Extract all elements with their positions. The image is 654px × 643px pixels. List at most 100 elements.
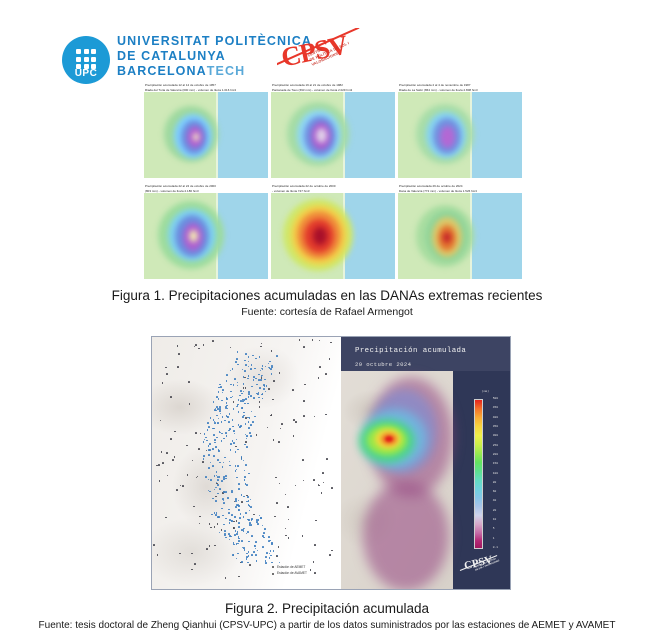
station-dot-avamet <box>202 441 205 443</box>
station-dot-avamet <box>247 393 250 395</box>
station-dot-avamet <box>263 532 265 534</box>
station-dot-avamet <box>240 390 242 393</box>
station-dot-aemet <box>249 564 251 566</box>
figure-2-source: Fuente: tesis doctoral de Zheng Qianhui … <box>38 620 616 631</box>
colorbar-tick: 350 <box>492 424 498 428</box>
colorbar-tick: 300 <box>492 434 498 438</box>
station-dot-avamet <box>269 539 271 542</box>
station-dot-avamet <box>228 512 231 514</box>
station-dot-avamet <box>248 417 251 420</box>
station-dot-aemet <box>205 449 208 452</box>
station-dot-avamet <box>245 437 248 440</box>
station-dot-avamet <box>241 540 243 542</box>
station-dot-avamet <box>261 374 264 377</box>
station-dot-avamet <box>232 429 235 432</box>
station-dot-aemet <box>302 459 304 461</box>
station-dot-avamet <box>218 476 221 479</box>
station-dot-avamet <box>237 522 240 524</box>
station-dot-avamet <box>218 531 221 534</box>
station-dot-aemet <box>166 474 169 477</box>
station-dot-avamet <box>236 533 238 535</box>
station-dot-aemet <box>270 414 272 417</box>
station-dot-aemet <box>287 518 290 521</box>
station-dot-avamet <box>233 516 236 518</box>
station-dot-avamet <box>236 405 239 407</box>
station-dot-aemet <box>253 513 255 516</box>
station-dot-avamet <box>223 491 225 493</box>
station-dot-aemet <box>276 502 278 504</box>
station-dot-avamet <box>213 475 216 477</box>
station-dot-avamet <box>243 370 246 372</box>
station-dot-avamet <box>229 396 232 399</box>
station-dot-avamet <box>215 512 218 514</box>
station-dot-avamet <box>210 479 212 481</box>
station-dot-avamet <box>248 524 251 526</box>
station-dot-avamet <box>243 546 245 549</box>
figure-2-map-date: 29 octubre 2024 <box>355 361 412 368</box>
figure-2-legend: Estación de AEMET Estación de AVAMET <box>272 564 307 577</box>
station-dot-avamet <box>241 392 243 395</box>
station-dot-aemet <box>197 347 200 350</box>
upc-line-2: DE CATALUNYA <box>117 48 226 63</box>
station-dot-avamet <box>224 419 226 422</box>
station-dot-avamet <box>242 383 245 386</box>
station-dot-avamet <box>258 378 260 381</box>
station-dot-avamet <box>237 542 239 545</box>
colorbar-unit-label: (mm) <box>481 390 489 393</box>
station-dot-avamet <box>217 448 220 451</box>
station-dot-aemet <box>188 381 190 383</box>
station-dot-aemet <box>188 403 191 406</box>
upc-line-3-b: TECH <box>206 63 246 78</box>
station-dot-avamet <box>272 550 275 553</box>
station-dot-avamet <box>227 508 230 511</box>
station-dot-avamet <box>243 495 246 498</box>
station-dot-avamet <box>226 374 228 376</box>
station-dot-avamet <box>236 465 239 467</box>
station-dot-avamet <box>215 445 217 448</box>
station-dot-avamet <box>259 517 262 519</box>
station-dot-avamet <box>265 556 267 558</box>
station-dot-avamet <box>207 445 210 447</box>
station-dot-aemet <box>302 479 305 482</box>
station-dot-aemet <box>199 515 201 518</box>
station-dot-avamet <box>247 531 249 533</box>
station-dot-aemet <box>292 435 295 437</box>
station-dot-aemet <box>195 476 198 479</box>
station-dot-aemet <box>224 577 227 579</box>
station-dot-avamet <box>232 543 235 546</box>
station-dot-avamet <box>261 397 264 400</box>
station-dot-aemet <box>158 464 160 466</box>
figure-2: Estación de AEMET Estación de AVAMET <box>151 336 511 590</box>
station-dot-aemet <box>235 445 237 448</box>
station-dot-avamet <box>214 486 217 489</box>
station-dot-aemet <box>303 415 305 417</box>
station-dot-avamet <box>256 519 258 521</box>
figure-2-map-title: Precipitación acumulada <box>355 347 467 355</box>
station-dot-avamet <box>228 538 231 541</box>
station-dot-aemet <box>215 495 217 498</box>
station-dot-avamet <box>255 560 258 562</box>
station-dot-avamet <box>203 438 206 441</box>
station-dot-avamet <box>225 517 227 520</box>
station-dot-avamet <box>250 435 252 437</box>
station-dot-avamet <box>223 478 225 480</box>
station-dot-avamet <box>258 373 260 376</box>
station-dot-avamet <box>249 498 252 501</box>
station-dot-avamet <box>270 368 272 370</box>
station-dot-avamet <box>242 398 245 401</box>
station-dot-avamet <box>242 390 245 393</box>
figure-2-station-map: Estación de AEMET Estación de AVAMET <box>152 337 341 589</box>
station-dot-aemet <box>329 553 331 556</box>
cpsv-logo: CPSV CENTRE DE POLÍTICA DE SÒL I VALORAC… <box>277 28 363 90</box>
figure1-panel-2-title-line-2: Pantanada de Tous (693 mm) - volumen de … <box>272 87 353 92</box>
station-dot-aemet <box>319 366 321 368</box>
station-dot-aemet <box>284 527 287 530</box>
station-dot-avamet <box>247 396 250 398</box>
station-dot-aemet <box>193 505 195 508</box>
colorbar-tick: 200 <box>492 452 498 456</box>
station-dot-avamet <box>231 368 234 370</box>
station-dot-avamet <box>232 542 235 544</box>
station-dot-aemet <box>160 451 163 454</box>
station-dot-aemet <box>295 421 297 423</box>
station-dot-avamet <box>213 422 216 424</box>
